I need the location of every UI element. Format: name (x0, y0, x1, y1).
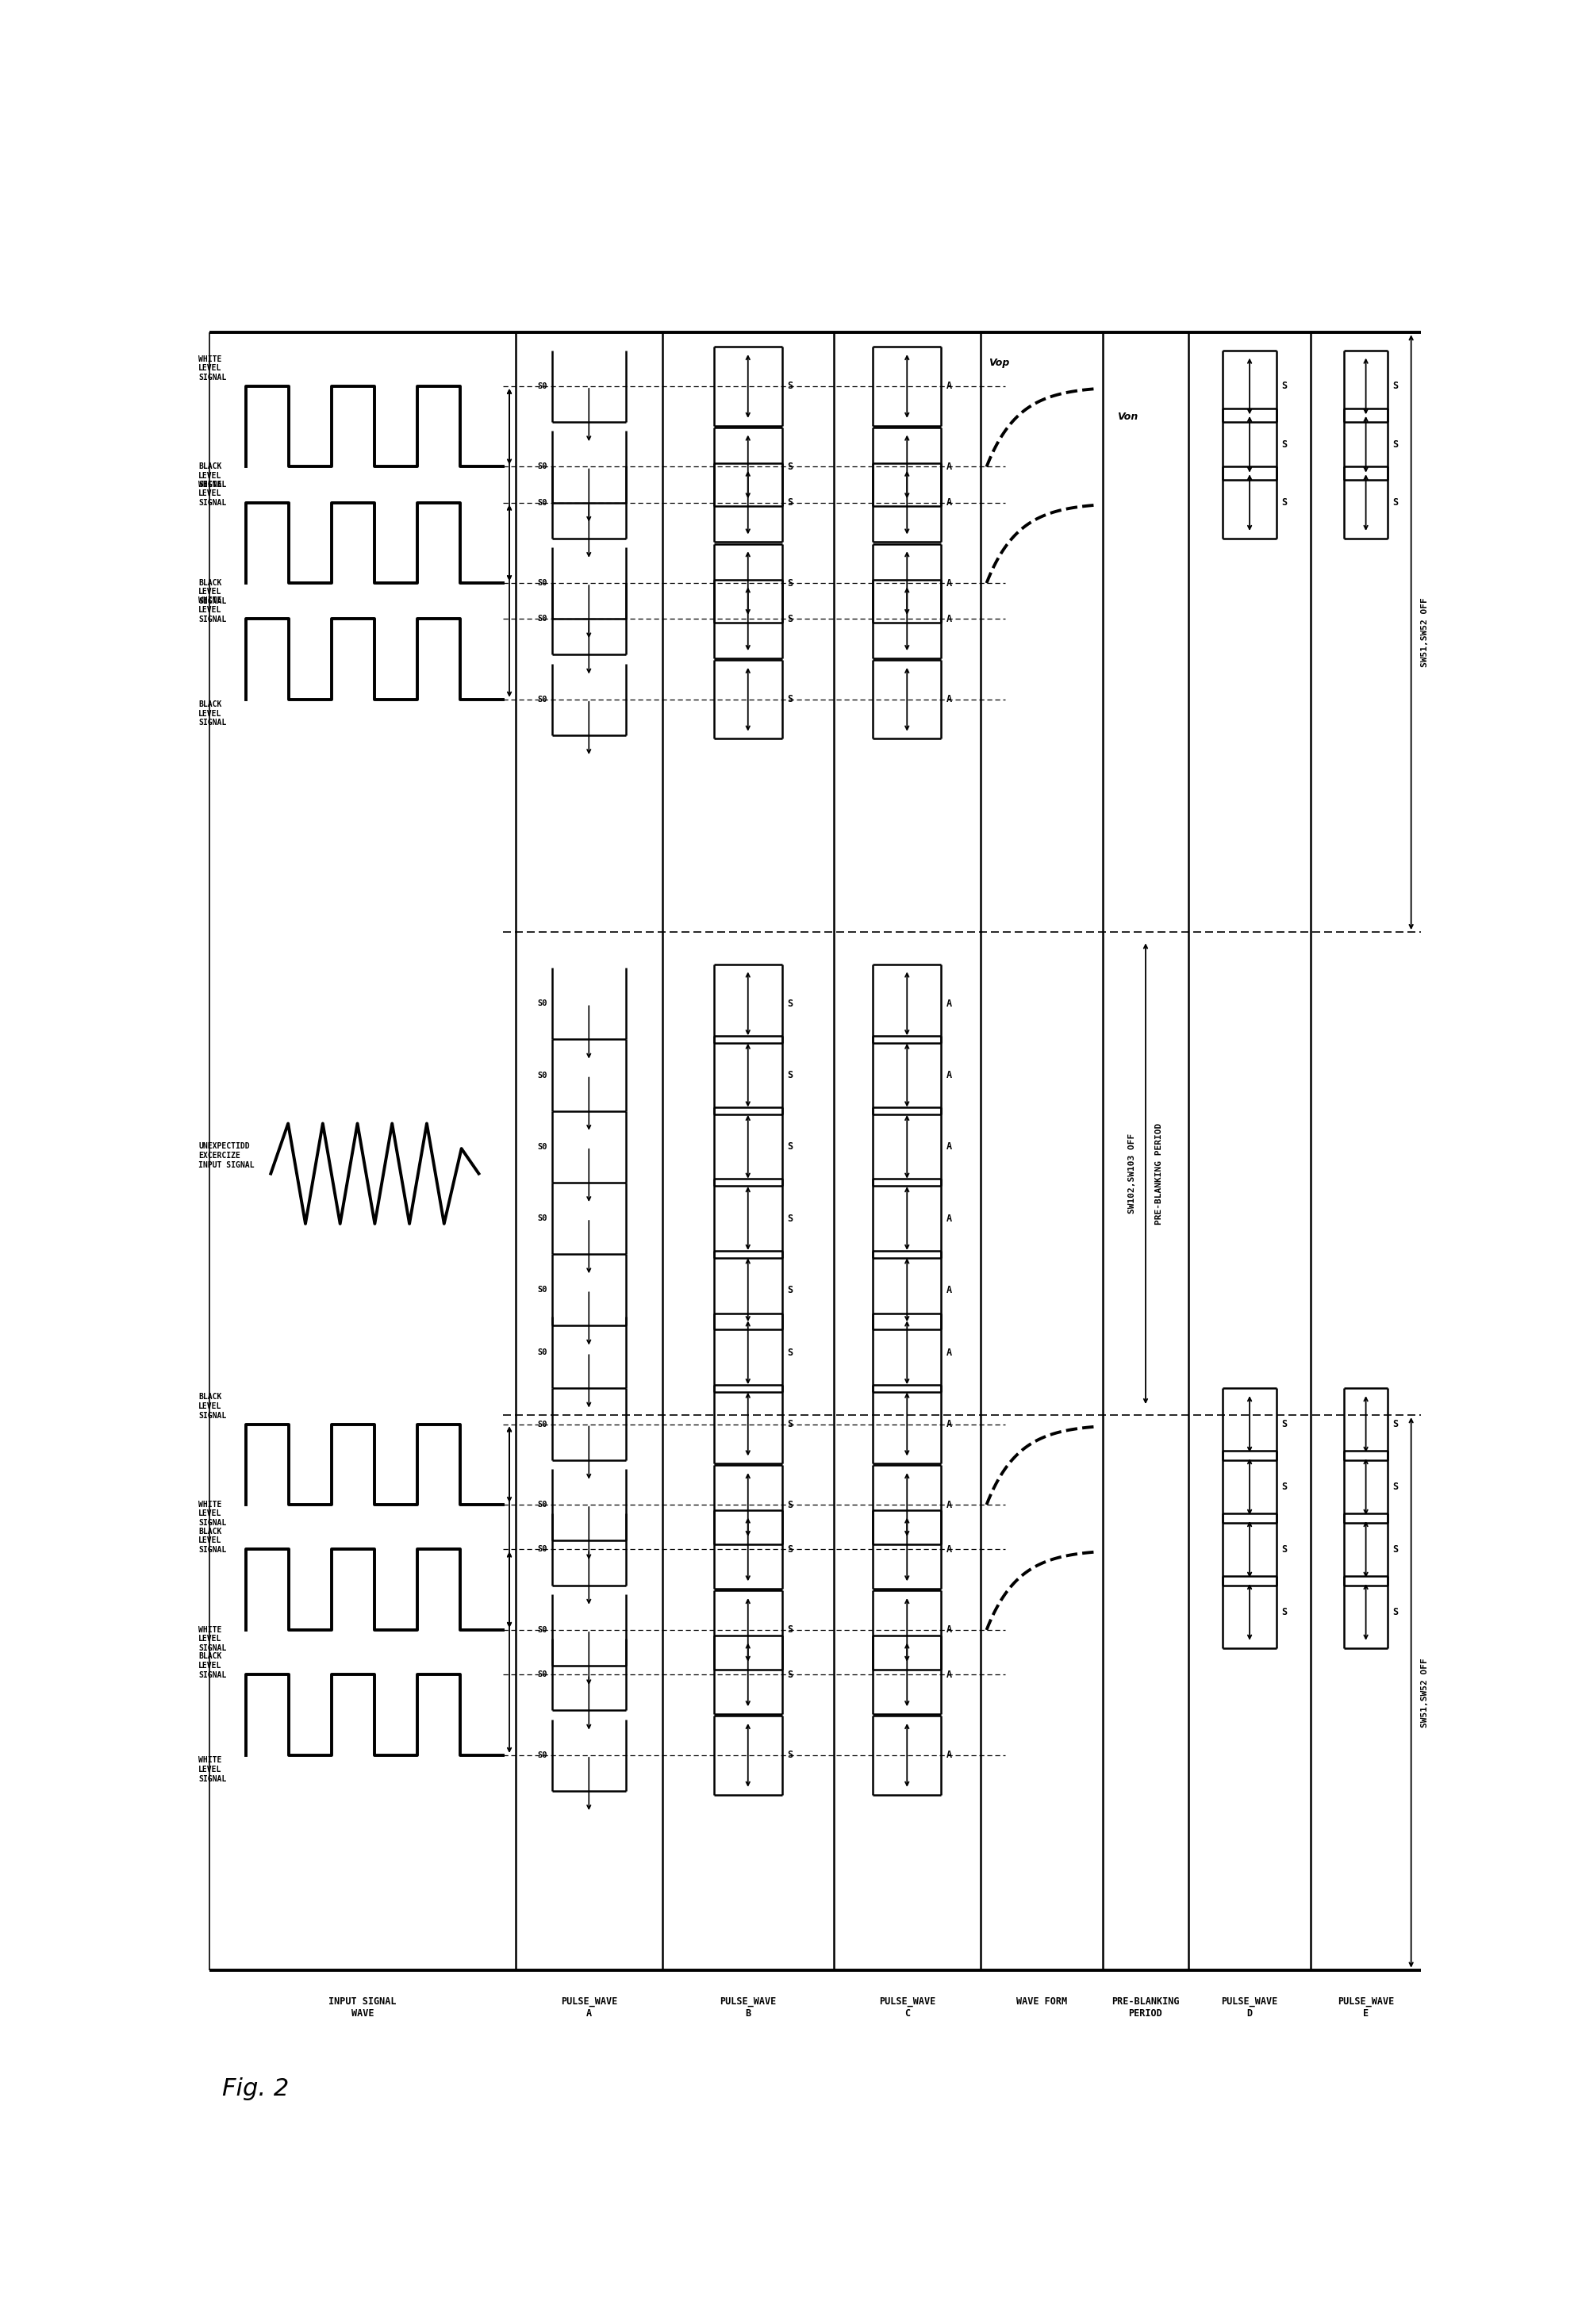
Text: S: S (787, 381, 792, 390)
Text: S0: S0 (537, 1285, 548, 1294)
Text: S: S (787, 579, 792, 588)
Text: S: S (1392, 381, 1398, 390)
Text: S: S (787, 1141, 792, 1153)
Text: A: A (945, 381, 952, 390)
Text: BLACK
LEVEL
SIGNAL: BLACK LEVEL SIGNAL (199, 462, 226, 488)
Text: S: S (787, 497, 792, 507)
Text: A: A (945, 462, 952, 472)
Text: S: S (1281, 1606, 1286, 1618)
Text: S: S (787, 1750, 792, 1759)
Text: WHITE
LEVEL
SIGNAL: WHITE LEVEL SIGNAL (199, 356, 226, 381)
Text: A: A (945, 579, 952, 588)
Text: BLACK
LEVEL
SIGNAL: BLACK LEVEL SIGNAL (199, 1652, 226, 1678)
Text: A: A (945, 999, 952, 1009)
Text: PULSE_WAVE
C: PULSE_WAVE C (879, 1996, 934, 2020)
Text: A: A (945, 1285, 952, 1294)
Text: WAVE FORM: WAVE FORM (1016, 1996, 1067, 2008)
Text: S0: S0 (537, 1348, 548, 1357)
Text: S: S (1281, 1420, 1286, 1429)
Text: Vop: Vop (988, 358, 1008, 367)
Text: A: A (945, 1348, 952, 1357)
Text: S: S (787, 1624, 792, 1636)
Text: S0: S0 (537, 999, 548, 1009)
Text: A: A (945, 695, 952, 704)
Text: S0: S0 (537, 1143, 548, 1150)
Text: S: S (787, 1499, 792, 1511)
Text: S: S (1281, 1483, 1286, 1492)
Text: Fig. 2: Fig. 2 (221, 2078, 289, 2101)
Text: SW51,SW52 OFF: SW51,SW52 OFF (1420, 597, 1428, 667)
Text: S0: S0 (537, 1752, 548, 1759)
Text: S0: S0 (537, 1420, 548, 1429)
Text: S: S (1281, 497, 1286, 507)
Text: WHITE
LEVEL
SIGNAL: WHITE LEVEL SIGNAL (199, 1501, 226, 1527)
Text: S: S (1392, 439, 1398, 449)
Text: PULSE_WAVE
A: PULSE_WAVE A (560, 1996, 617, 2020)
Text: WHITE
LEVEL
SIGNAL: WHITE LEVEL SIGNAL (199, 1757, 226, 1783)
Text: BLACK
LEVEL
SIGNAL: BLACK LEVEL SIGNAL (199, 1527, 226, 1555)
Text: S: S (787, 1543, 792, 1555)
Text: S: S (787, 999, 792, 1009)
Text: PULSE_WAVE
E: PULSE_WAVE E (1337, 1996, 1393, 2020)
Text: S0: S0 (537, 1671, 548, 1678)
Text: A: A (945, 497, 952, 507)
Text: S0: S0 (537, 1545, 548, 1552)
Text: A: A (945, 1624, 952, 1636)
Text: S: S (1392, 1606, 1398, 1618)
Text: S: S (1392, 1420, 1398, 1429)
Text: S: S (787, 695, 792, 704)
Text: S0: S0 (537, 616, 548, 623)
Text: S0: S0 (537, 1071, 548, 1078)
Text: BLACK
LEVEL
SIGNAL: BLACK LEVEL SIGNAL (199, 1392, 226, 1420)
Text: BLACK
LEVEL
SIGNAL: BLACK LEVEL SIGNAL (199, 700, 226, 727)
Text: S: S (787, 1213, 792, 1222)
Text: WHITE
LEVEL
SIGNAL: WHITE LEVEL SIGNAL (199, 597, 226, 623)
Text: PULSE_WAVE
D: PULSE_WAVE D (1221, 1996, 1277, 2020)
Text: WHITE
LEVEL
SIGNAL: WHITE LEVEL SIGNAL (199, 481, 226, 507)
Text: WHITE
LEVEL
SIGNAL: WHITE LEVEL SIGNAL (199, 1627, 226, 1652)
Text: S: S (787, 1420, 792, 1429)
Text: PULSE_WAVE
B: PULSE_WAVE B (720, 1996, 776, 2020)
Text: S0: S0 (537, 695, 548, 704)
Text: S: S (1392, 1543, 1398, 1555)
Text: A: A (945, 1420, 952, 1429)
Text: S: S (1392, 1483, 1398, 1492)
Text: A: A (945, 1069, 952, 1081)
Text: S0: S0 (537, 462, 548, 472)
Text: A: A (945, 1543, 952, 1555)
Text: SW102,SW103 OFF: SW102,SW103 OFF (1127, 1134, 1135, 1213)
Text: S0: S0 (537, 500, 548, 507)
Text: Von: Von (1116, 411, 1138, 423)
Text: A: A (945, 1669, 952, 1680)
Text: SW51,SW52 OFF: SW51,SW52 OFF (1420, 1657, 1428, 1727)
Text: A: A (945, 1750, 952, 1759)
Text: S0: S0 (537, 579, 548, 588)
Text: S: S (1281, 439, 1286, 449)
Text: A: A (945, 1141, 952, 1153)
Text: UNEXPECTIDD
EXCERCIZE
INPUT SIGNAL: UNEXPECTIDD EXCERCIZE INPUT SIGNAL (199, 1143, 254, 1169)
Text: S: S (787, 1285, 792, 1294)
Text: INPUT SIGNAL
WAVE: INPUT SIGNAL WAVE (328, 1996, 396, 2020)
Text: PRE-BLANKING
PERIOD: PRE-BLANKING PERIOD (1111, 1996, 1179, 2020)
Text: S: S (1392, 497, 1398, 507)
Text: S: S (1281, 1543, 1286, 1555)
Text: PRE-BLANKING PERIOD: PRE-BLANKING PERIOD (1155, 1122, 1163, 1225)
Text: S: S (787, 614, 792, 625)
Text: S: S (1281, 381, 1286, 390)
Text: A: A (945, 1213, 952, 1222)
Text: A: A (945, 614, 952, 625)
Text: S0: S0 (537, 1215, 548, 1222)
Text: S0: S0 (537, 1627, 548, 1634)
Text: S: S (787, 1669, 792, 1680)
Text: S0: S0 (537, 381, 548, 390)
Text: A: A (945, 1499, 952, 1511)
Text: S0: S0 (537, 1501, 548, 1508)
Text: BLACK
LEVEL
SIGNAL: BLACK LEVEL SIGNAL (199, 579, 226, 604)
Text: S: S (787, 1348, 792, 1357)
Text: S: S (787, 462, 792, 472)
Text: S: S (787, 1069, 792, 1081)
